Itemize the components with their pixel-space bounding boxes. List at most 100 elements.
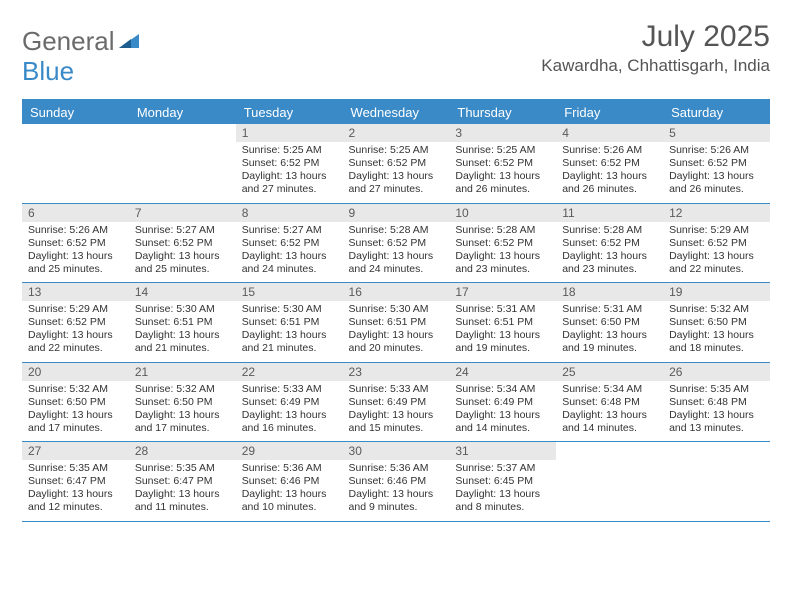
sunset-line: Sunset: 6:52 PM [669,237,764,250]
sunrise-line: Sunrise: 5:26 AM [562,144,657,157]
sunrise-line: Sunrise: 5:25 AM [349,144,444,157]
day-number: 19 [663,283,770,301]
day-body: Sunrise: 5:33 AMSunset: 6:49 PMDaylight:… [236,381,343,442]
day-header: Saturday [663,100,770,124]
calendar-cell: 27Sunrise: 5:35 AMSunset: 6:47 PMDayligh… [22,442,129,522]
sunset-line: Sunset: 6:45 PM [455,475,550,488]
calendar-cell: 25Sunrise: 5:34 AMSunset: 6:48 PMDayligh… [556,362,663,442]
daylight-line: Daylight: 13 hours and 23 minutes. [562,250,657,276]
sunset-line: Sunset: 6:52 PM [455,157,550,170]
calendar-body: 1Sunrise: 5:25 AMSunset: 6:52 PMDaylight… [22,124,770,521]
sunrise-line: Sunrise: 5:31 AM [455,303,550,316]
sunrise-line: Sunrise: 5:28 AM [455,224,550,237]
day-number: 2 [343,124,450,142]
sunrise-line: Sunrise: 5:34 AM [455,383,550,396]
day-body [129,142,236,198]
day-number: 21 [129,363,236,381]
day-number: 14 [129,283,236,301]
sunrise-line: Sunrise: 5:26 AM [669,144,764,157]
daylight-line: Daylight: 13 hours and 10 minutes. [242,488,337,514]
calendar-cell: 26Sunrise: 5:35 AMSunset: 6:48 PMDayligh… [663,362,770,442]
day-body: Sunrise: 5:32 AMSunset: 6:50 PMDaylight:… [663,301,770,362]
daylight-line: Daylight: 13 hours and 19 minutes. [455,329,550,355]
sunset-line: Sunset: 6:50 PM [135,396,230,409]
day-number: 9 [343,204,450,222]
day-number: 3 [449,124,556,142]
sunrise-line: Sunrise: 5:27 AM [242,224,337,237]
calendar-cell [22,124,129,203]
calendar-cell: 6Sunrise: 5:26 AMSunset: 6:52 PMDaylight… [22,203,129,283]
sunset-line: Sunset: 6:50 PM [562,316,657,329]
day-number [663,442,770,460]
calendar-cell: 31Sunrise: 5:37 AMSunset: 6:45 PMDayligh… [449,442,556,522]
logo-text-blue: Blue [22,56,74,86]
day-number: 7 [129,204,236,222]
sunset-line: Sunset: 6:49 PM [349,396,444,409]
day-number: 4 [556,124,663,142]
sunset-line: Sunset: 6:52 PM [455,237,550,250]
day-header: Wednesday [343,100,450,124]
daylight-line: Daylight: 13 hours and 24 minutes. [349,250,444,276]
day-body: Sunrise: 5:31 AMSunset: 6:50 PMDaylight:… [556,301,663,362]
calendar-cell: 7Sunrise: 5:27 AMSunset: 6:52 PMDaylight… [129,203,236,283]
daylight-line: Daylight: 13 hours and 19 minutes. [562,329,657,355]
sunrise-line: Sunrise: 5:26 AM [28,224,123,237]
daylight-line: Daylight: 13 hours and 25 minutes. [28,250,123,276]
day-number: 16 [343,283,450,301]
sunrise-line: Sunrise: 5:32 AM [135,383,230,396]
daylight-line: Daylight: 13 hours and 22 minutes. [669,250,764,276]
sunset-line: Sunset: 6:48 PM [562,396,657,409]
day-number: 24 [449,363,556,381]
sunrise-line: Sunrise: 5:31 AM [562,303,657,316]
day-body: Sunrise: 5:26 AMSunset: 6:52 PMDaylight:… [22,222,129,283]
day-body [556,460,663,516]
sunrise-line: Sunrise: 5:33 AM [349,383,444,396]
day-number: 10 [449,204,556,222]
sunset-line: Sunset: 6:49 PM [455,396,550,409]
day-number: 23 [343,363,450,381]
day-body: Sunrise: 5:29 AMSunset: 6:52 PMDaylight:… [663,222,770,283]
day-number: 31 [449,442,556,460]
sunrise-line: Sunrise: 5:28 AM [349,224,444,237]
day-body: Sunrise: 5:27 AMSunset: 6:52 PMDaylight:… [236,222,343,283]
sunrise-line: Sunrise: 5:27 AM [135,224,230,237]
sunrise-line: Sunrise: 5:28 AM [562,224,657,237]
calendar-cell: 1Sunrise: 5:25 AMSunset: 6:52 PMDaylight… [236,124,343,203]
logo-text-general: General [22,26,115,57]
day-number: 26 [663,363,770,381]
sunset-line: Sunset: 6:52 PM [135,237,230,250]
day-body: Sunrise: 5:33 AMSunset: 6:49 PMDaylight:… [343,381,450,442]
day-body: Sunrise: 5:29 AMSunset: 6:52 PMDaylight:… [22,301,129,362]
day-body: Sunrise: 5:26 AMSunset: 6:52 PMDaylight:… [663,142,770,203]
sunrise-line: Sunrise: 5:25 AM [455,144,550,157]
sunset-line: Sunset: 6:48 PM [669,396,764,409]
calendar-cell: 14Sunrise: 5:30 AMSunset: 6:51 PMDayligh… [129,283,236,363]
calendar-cell: 5Sunrise: 5:26 AMSunset: 6:52 PMDaylight… [663,124,770,203]
day-number: 17 [449,283,556,301]
calendar-cell: 20Sunrise: 5:32 AMSunset: 6:50 PMDayligh… [22,362,129,442]
day-header: Tuesday [236,100,343,124]
calendar-cell: 13Sunrise: 5:29 AMSunset: 6:52 PMDayligh… [22,283,129,363]
title-block: July 2025 Kawardha, Chhattisgarh, India [541,20,770,76]
daylight-line: Daylight: 13 hours and 17 minutes. [28,409,123,435]
day-number: 28 [129,442,236,460]
daylight-line: Daylight: 13 hours and 21 minutes. [242,329,337,355]
day-body: Sunrise: 5:25 AMSunset: 6:52 PMDaylight:… [343,142,450,203]
day-number: 22 [236,363,343,381]
sunrise-line: Sunrise: 5:33 AM [242,383,337,396]
sunrise-line: Sunrise: 5:35 AM [28,462,123,475]
day-body [663,460,770,516]
calendar-cell: 2Sunrise: 5:25 AMSunset: 6:52 PMDaylight… [343,124,450,203]
daylight-line: Daylight: 13 hours and 13 minutes. [669,409,764,435]
sunset-line: Sunset: 6:52 PM [28,316,123,329]
day-body: Sunrise: 5:28 AMSunset: 6:52 PMDaylight:… [449,222,556,283]
sunrise-line: Sunrise: 5:36 AM [349,462,444,475]
sunrise-line: Sunrise: 5:29 AM [28,303,123,316]
calendar-cell: 11Sunrise: 5:28 AMSunset: 6:52 PMDayligh… [556,203,663,283]
day-header: Friday [556,100,663,124]
location: Kawardha, Chhattisgarh, India [541,56,770,76]
day-body: Sunrise: 5:35 AMSunset: 6:47 PMDaylight:… [22,460,129,521]
daylight-line: Daylight: 13 hours and 14 minutes. [455,409,550,435]
sunrise-line: Sunrise: 5:30 AM [135,303,230,316]
day-body: Sunrise: 5:25 AMSunset: 6:52 PMDaylight:… [449,142,556,203]
